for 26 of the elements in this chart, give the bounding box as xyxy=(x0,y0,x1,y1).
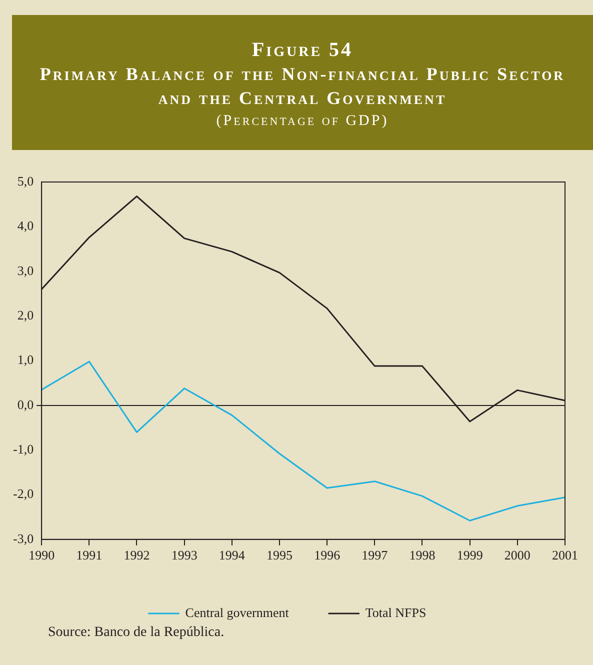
x-tick-label: 1990 xyxy=(28,548,55,563)
chart-subtitle: Primary Balance of the Non-financial Public Sector and the Central Government (Percentage of GDP) xyxy=(38,63,566,131)
x-tick-label: 2001 xyxy=(552,548,578,563)
y-tick-label: -1,0 xyxy=(12,441,34,456)
y-tick-label: 4,0 xyxy=(17,218,34,234)
x-tick-label: 1999 xyxy=(456,548,483,563)
x-tick-label: 1992 xyxy=(124,548,150,563)
x-tick-label: 1995 xyxy=(266,548,292,563)
y-tick-label: 3,0 xyxy=(17,262,34,278)
legend-label: Total NFPS xyxy=(365,604,426,620)
source-note: Source: Banco de la República. xyxy=(48,625,224,641)
x-tick-label: 1998 xyxy=(409,548,436,563)
x-tick-label: 1996 xyxy=(314,548,341,563)
y-tick-label: 1,0 xyxy=(17,352,34,368)
x-tick-label: 1991 xyxy=(76,548,102,563)
x-tick-label: 1997 xyxy=(362,548,388,563)
x-tick-label: 1993 xyxy=(171,548,198,563)
y-tick-label: 5,0 xyxy=(17,173,34,188)
x-tick-label: 1994 xyxy=(218,548,246,563)
y-tick-label: 2,0 xyxy=(17,307,34,322)
x-tick-label: 2000 xyxy=(504,548,530,563)
legend-label: Central government xyxy=(185,604,290,620)
chart-title: Figure 54 xyxy=(250,39,354,62)
y-tick-label: -2,0 xyxy=(12,486,34,502)
y-tick-label: 0,0 xyxy=(17,396,34,412)
y-tick-label: -3,0 xyxy=(12,530,34,546)
